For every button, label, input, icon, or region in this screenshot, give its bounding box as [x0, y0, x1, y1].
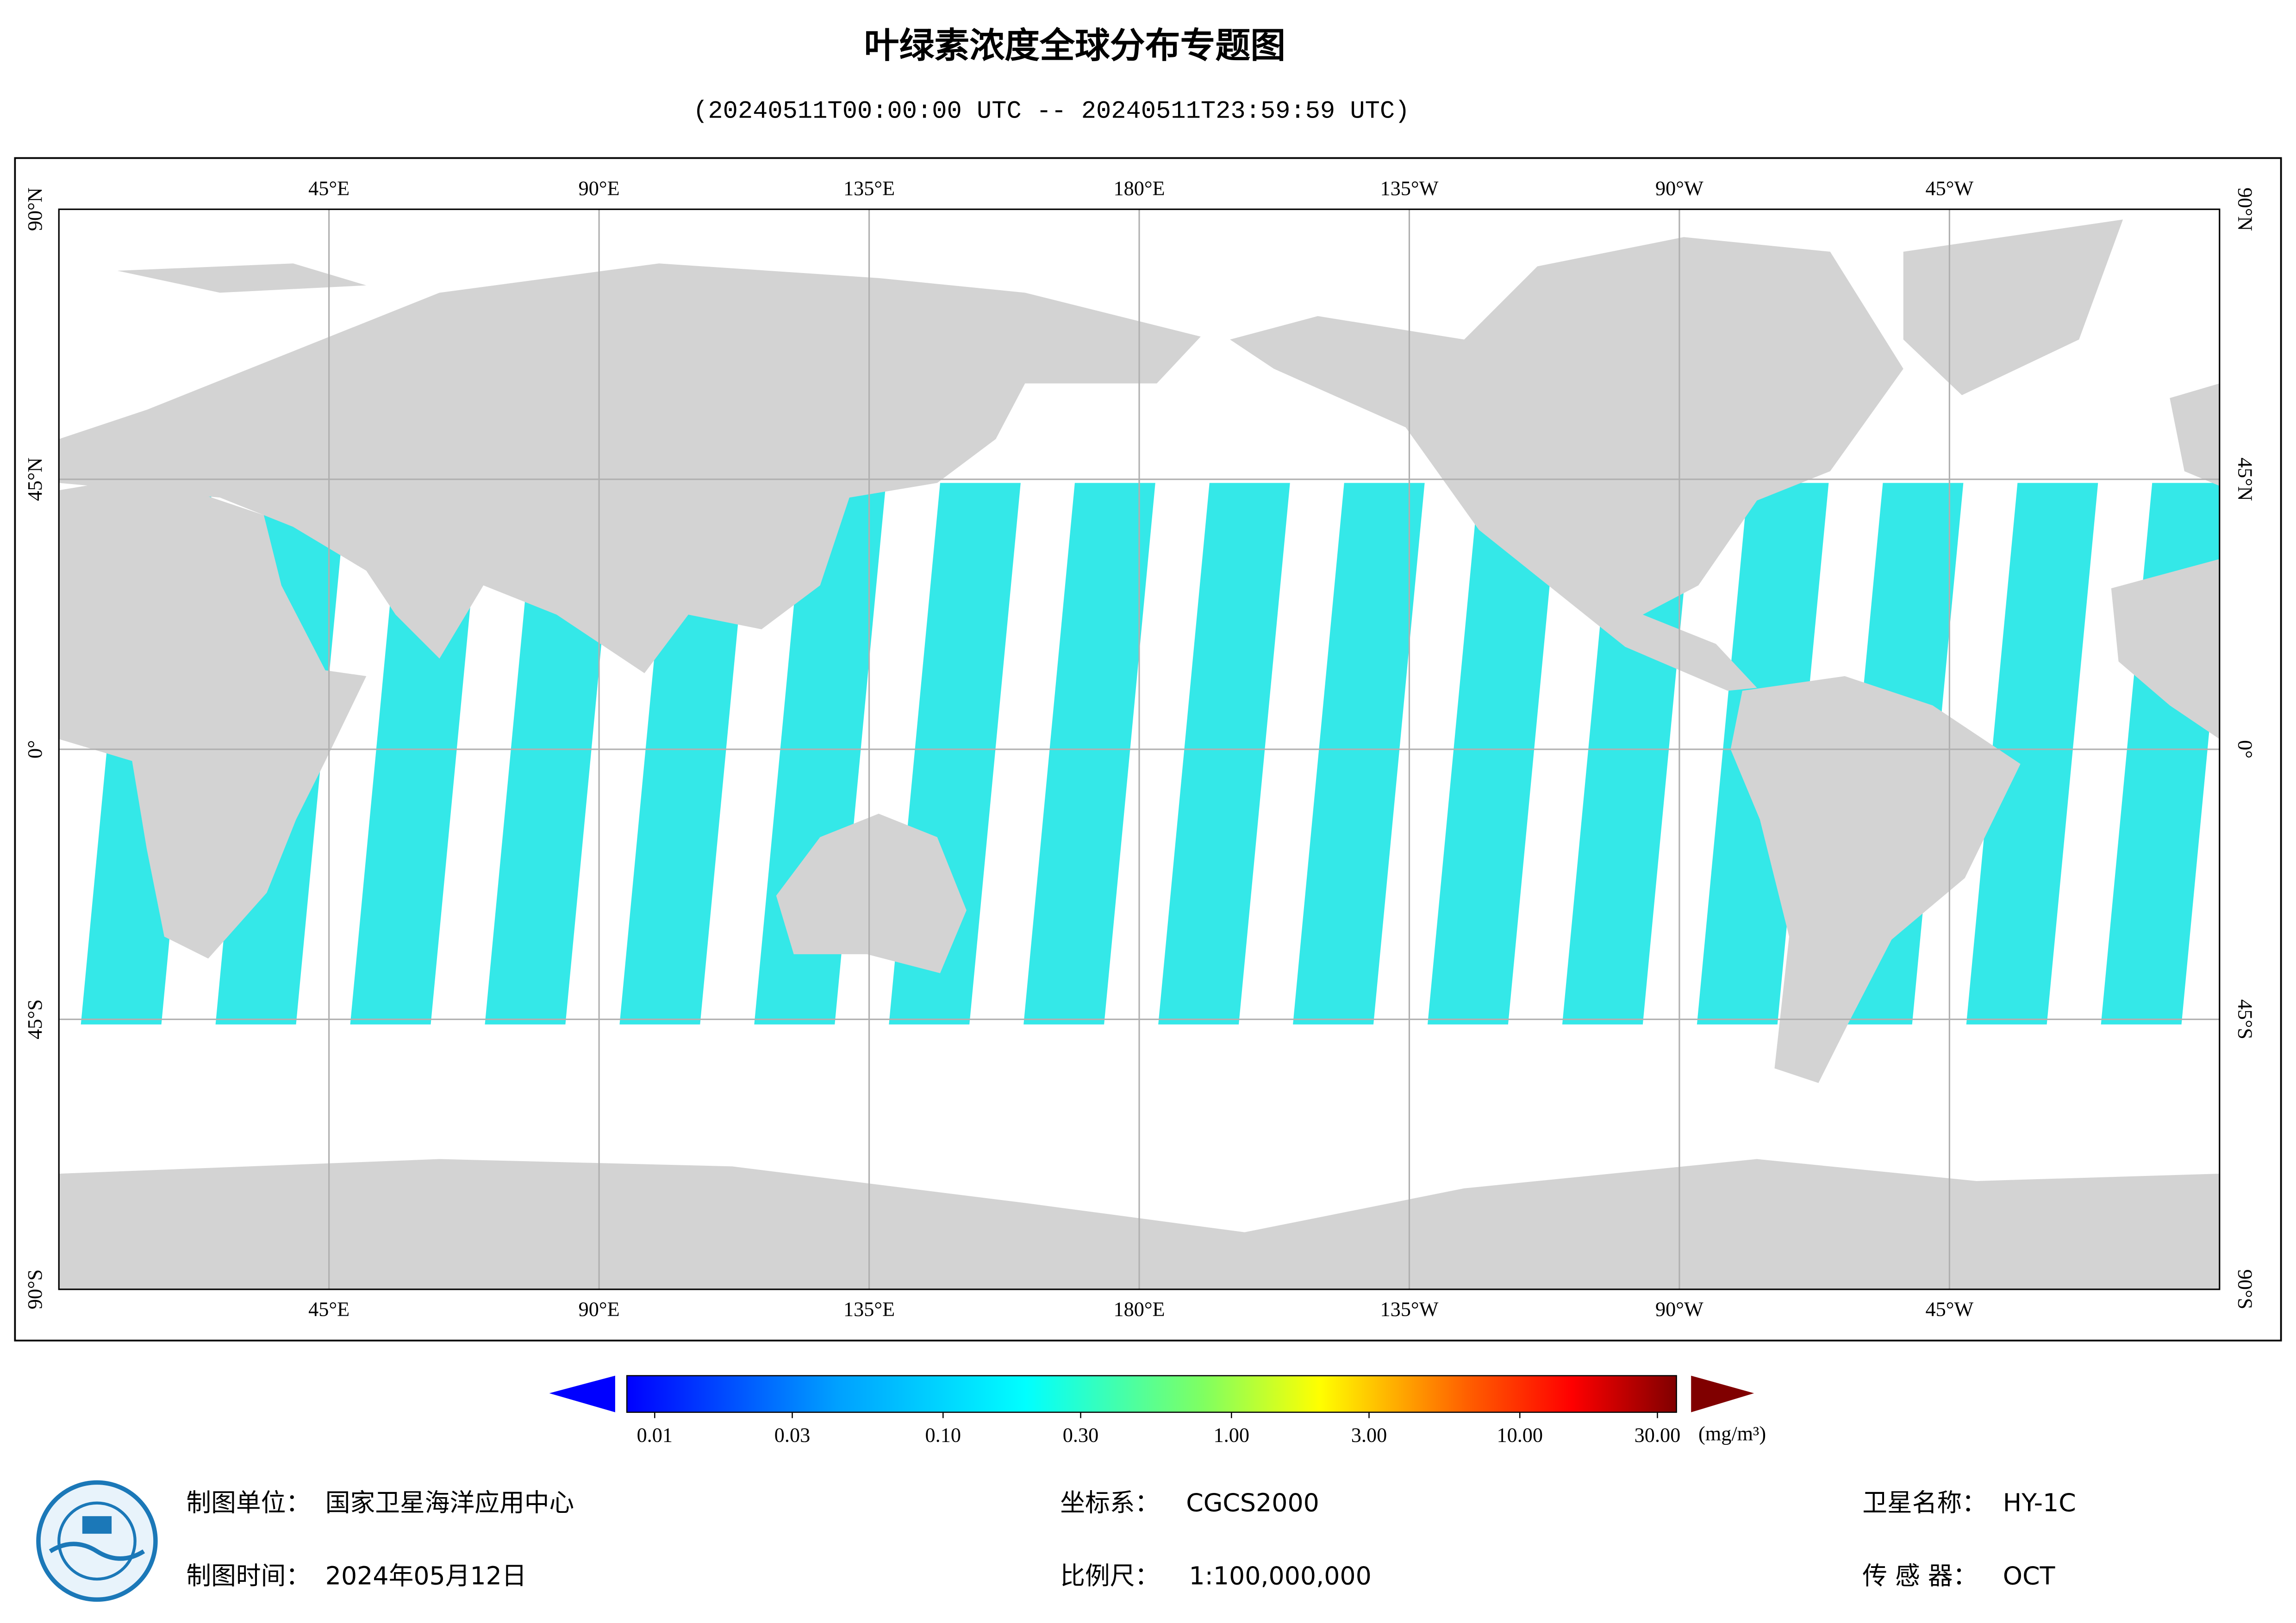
- colorbar-tick-label: 0.30: [1063, 1424, 1098, 1447]
- scale: 1:100,000,000: [1189, 1561, 1372, 1591]
- lat-label-left: 45°N: [24, 458, 46, 501]
- lat-label-right: 45°N: [2234, 458, 2256, 501]
- lon-label-top: 180°E: [1113, 177, 1165, 199]
- graticule-labels: 45°E 45°E 90°E 90°E 135°E 135°E 180°E 180°E 135°…: [24, 177, 2256, 1320]
- date: 2024年05月12日: [325, 1561, 527, 1591]
- lat-label-left: 90°N: [24, 187, 46, 231]
- producer: 国家卫星海洋应用中心: [325, 1488, 574, 1517]
- swath: [1023, 483, 1155, 1025]
- colorbar-unit: (mg/m³): [1698, 1422, 1766, 1445]
- lon-label-top: 135°E: [843, 177, 895, 199]
- date-label: 制图时间：: [186, 1561, 311, 1591]
- lat-label-right: 0°: [2234, 740, 2256, 759]
- graticule: [59, 209, 2220, 1289]
- lon-label-bottom: 135°E: [843, 1298, 895, 1321]
- eurasia: [59, 263, 1201, 673]
- africa: [59, 475, 367, 959]
- europe-west: [2170, 383, 2220, 486]
- colorbar: [626, 1375, 1677, 1413]
- swath: [1562, 483, 1694, 1025]
- lat-label-right: 45°S: [2234, 999, 2256, 1039]
- satellite-label: 卫星名称：: [1862, 1488, 1987, 1517]
- lon-label-top: 45°W: [1925, 177, 1973, 199]
- south-america: [1730, 676, 2021, 1083]
- greenland: [1903, 219, 2123, 395]
- satellite: HY-1C: [2003, 1488, 2076, 1517]
- title: 叶绿素浓度全球分布专题图: [864, 26, 1286, 65]
- crs-label: 坐标系：: [1060, 1488, 1160, 1517]
- lon-label-bottom: 180°E: [1113, 1298, 1165, 1321]
- lon-label-bottom: 90°E: [579, 1298, 620, 1321]
- colorbar-ticks: 0.01 0.03 0.10 0.30 1.00 3.00 10.00 30.00: [637, 1412, 1681, 1447]
- colorbar-tick-label: 3.00: [1351, 1424, 1387, 1447]
- map-frame: [58, 208, 2221, 1290]
- swath: [1428, 483, 1560, 1025]
- lon-label-top: 90°E: [579, 177, 620, 199]
- arctic-islands: [117, 263, 367, 293]
- outer-frame: [14, 157, 2282, 1342]
- colorbar-tick-label: 30.00: [1635, 1424, 1681, 1447]
- colorbar-tick-label: 0.10: [925, 1424, 961, 1447]
- crs: CGCS2000: [1186, 1488, 1319, 1517]
- colorbar-tick-label: 10.00: [1497, 1424, 1543, 1447]
- logo: [36, 1480, 158, 1602]
- lon-label-bottom: 135°W: [1380, 1298, 1439, 1321]
- africa-west: [2111, 559, 2220, 739]
- swath: [1293, 483, 1425, 1025]
- lon-label-top: 135°W: [1380, 177, 1439, 199]
- swath: [1158, 483, 1290, 1025]
- north-america: [1230, 237, 1903, 691]
- lat-label-left: 45°S: [24, 999, 46, 1039]
- lat-label-right: 90°S: [2234, 1269, 2256, 1310]
- lat-label-right: 90°N: [2234, 187, 2256, 231]
- lon-label-bottom: 45°E: [308, 1298, 349, 1321]
- sensor-label: 传 感 器：: [1862, 1561, 1978, 1591]
- colorbar-tick-label: 0.03: [774, 1424, 810, 1447]
- lat-label-left: 0°: [24, 740, 46, 759]
- colorbar-under-arrow: [549, 1375, 615, 1412]
- colorbar-over-arrow: [1691, 1375, 1754, 1412]
- footer: 制图单位： 国家卫星海洋应用中心 坐标系： CGCS2000 卫星名称： HY-…: [186, 1488, 2076, 1590]
- colorbar-tick-label: 1.00: [1214, 1424, 1249, 1447]
- scale-label: 比例尺：: [1060, 1561, 1160, 1591]
- producer-label: 制图单位：: [186, 1488, 311, 1517]
- lon-label-top: 45°E: [308, 177, 349, 199]
- subtitle: (20240511T00:00:00 UTC -- 20240511T23:59…: [693, 98, 1410, 126]
- sensor: OCT: [2003, 1561, 2055, 1591]
- lon-label-top: 90°W: [1655, 177, 1703, 199]
- australia: [776, 814, 967, 973]
- lon-label-bottom: 45°W: [1925, 1298, 1973, 1321]
- lon-label-bottom: 90°W: [1655, 1298, 1703, 1321]
- map-area: [59, 209, 2220, 1289]
- colorbar-tick-label: 0.01: [637, 1424, 673, 1447]
- swath: [1966, 483, 2098, 1025]
- lat-label-left: 90°S: [24, 1269, 46, 1310]
